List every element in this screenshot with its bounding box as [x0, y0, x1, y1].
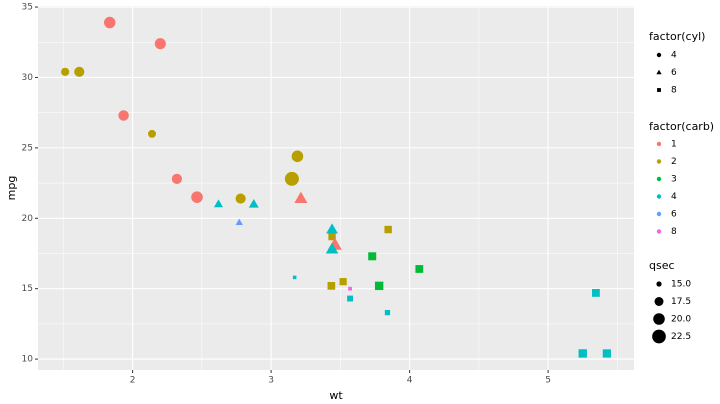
legend-symbol: [654, 297, 664, 306]
legend-symbol: [653, 313, 665, 325]
legend-symbol: [656, 229, 662, 234]
point: [592, 289, 600, 297]
point: [328, 232, 336, 241]
point: [61, 67, 70, 76]
legend-label: 3: [671, 175, 677, 185]
legend-label: 8: [671, 227, 677, 237]
legend-label: 8: [671, 86, 677, 96]
point: [325, 242, 339, 254]
point: [294, 191, 308, 204]
y-tick-label: 20: [22, 214, 34, 224]
y-tick-label: 10: [22, 355, 34, 365]
legend-label: 20.0: [671, 315, 691, 325]
point: [415, 265, 424, 273]
legend-label: 4: [671, 51, 677, 61]
point: [368, 252, 377, 261]
x-tick-label: 5: [545, 376, 551, 386]
y-tick-label: 15: [22, 284, 33, 294]
point: [578, 349, 587, 358]
legend-label: 15.0: [671, 280, 691, 290]
legend-symbol: [656, 176, 662, 182]
point: [104, 16, 116, 29]
x-tick-label: 2: [130, 376, 136, 386]
legend-symbol: [656, 69, 662, 75]
point: [74, 66, 85, 77]
x-axis-label: wt: [329, 389, 343, 402]
point: [235, 218, 243, 225]
legend-label: 17.5: [671, 297, 691, 307]
point: [374, 281, 384, 291]
legend-label: 4: [671, 192, 677, 202]
legend-label: 22.5: [671, 332, 691, 342]
legend-label: 2: [671, 157, 677, 167]
legend-title: factor(cyl): [649, 30, 705, 43]
x-tick-label: 4: [407, 376, 413, 386]
legend-symbol: [656, 52, 662, 58]
point: [347, 295, 354, 302]
point: [292, 275, 297, 280]
point: [148, 129, 156, 138]
legend-title: factor(carb): [649, 120, 714, 133]
point: [384, 309, 391, 316]
point: [213, 199, 223, 208]
point: [171, 173, 183, 184]
point: [327, 282, 336, 290]
legend-symbol: [656, 194, 662, 199]
y-tick-label: 35: [22, 3, 33, 13]
point: [154, 38, 166, 50]
legend-symbol: [656, 141, 662, 147]
y-tick-label: 30: [22, 73, 34, 83]
point: [384, 225, 392, 234]
point: [191, 191, 203, 203]
point: [284, 171, 299, 186]
legend-label: 1: [671, 140, 677, 150]
point: [248, 198, 259, 208]
legend-label: 6: [671, 68, 677, 78]
point: [326, 223, 338, 234]
legend-symbol: [656, 281, 662, 287]
y-tick-label: 25: [22, 143, 33, 153]
point: [235, 193, 246, 204]
x-tick-label: 3: [268, 376, 274, 386]
point: [118, 110, 129, 121]
point: [348, 286, 352, 291]
point: [339, 278, 347, 286]
point: [602, 349, 611, 358]
legend-symbol: [656, 159, 662, 164]
legend-symbol: [656, 211, 662, 217]
legend-label: 6: [671, 210, 677, 220]
panel: [38, 6, 634, 370]
legend-symbol: [652, 329, 666, 344]
point: [291, 150, 304, 163]
legend-title: qsec: [649, 259, 675, 272]
legend-symbol: [657, 88, 661, 92]
y-axis-label: mpg: [5, 176, 18, 201]
